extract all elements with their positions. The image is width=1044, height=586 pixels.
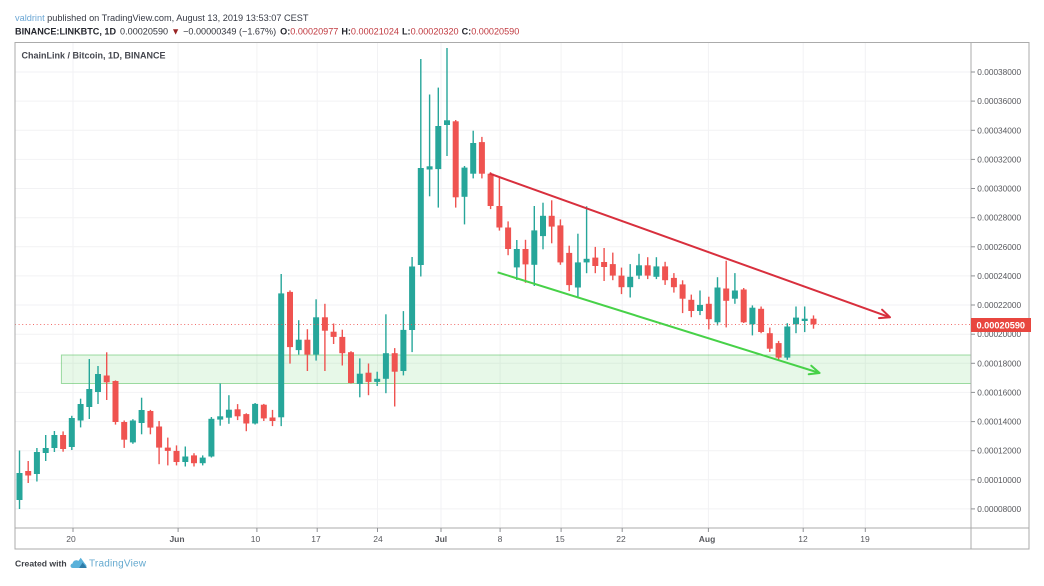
svg-text:20: 20	[66, 534, 76, 544]
svg-text:0.00012000: 0.00012000	[977, 446, 1021, 456]
svg-text:0.00014000: 0.00014000	[977, 417, 1021, 427]
svg-text:0.00018000: 0.00018000	[977, 358, 1021, 368]
svg-text:0.00024000: 0.00024000	[977, 271, 1021, 281]
svg-text:ChainLink / Bitcoin, 1D, BINAN: ChainLink / Bitcoin, 1D, BINANCE	[22, 51, 166, 61]
svg-text:0.00034000: 0.00034000	[977, 125, 1021, 135]
svg-text:12: 12	[798, 534, 808, 544]
svg-text:0.00038000: 0.00038000	[977, 67, 1021, 77]
svg-text:BINANCE:LINKBTC, 1D0.00020590▼: BINANCE:LINKBTC, 1D 0.00020590 ▼ −0.0000034…	[15, 27, 519, 37]
svg-text:0.00030000: 0.00030000	[977, 184, 1021, 194]
svg-text:22: 22	[616, 534, 626, 544]
svg-text:0.00022000: 0.00022000	[977, 300, 1021, 310]
svg-text:Jun: Jun	[169, 534, 184, 544]
svg-text:0.00016000: 0.00016000	[977, 387, 1021, 397]
svg-text:Created with: Created with	[15, 559, 67, 569]
svg-text:0.00026000: 0.00026000	[977, 242, 1021, 252]
svg-text:Jul: Jul	[435, 534, 447, 544]
svg-text:valdrint published on TradingV: valdrint published on TradingView.com, A…	[15, 13, 309, 23]
svg-text:17: 17	[311, 534, 321, 544]
svg-text:0.00020000: 0.00020000	[977, 329, 1021, 339]
svg-text:0.00036000: 0.00036000	[977, 96, 1021, 106]
svg-text:0.00020590: 0.00020590	[977, 320, 1026, 330]
svg-text:Aug: Aug	[699, 534, 716, 544]
svg-text:0.00028000: 0.00028000	[977, 213, 1021, 223]
svg-text:24: 24	[373, 534, 383, 544]
svg-text:10: 10	[251, 534, 261, 544]
svg-text:8: 8	[498, 534, 503, 544]
svg-text:0.00008000: 0.00008000	[977, 504, 1021, 514]
svg-text:TradingView: TradingView	[89, 559, 147, 570]
svg-text:0.00010000: 0.00010000	[977, 475, 1021, 485]
svg-text:19: 19	[860, 534, 870, 544]
svg-text:15: 15	[555, 534, 565, 544]
svg-text:0.00032000: 0.00032000	[977, 154, 1021, 164]
